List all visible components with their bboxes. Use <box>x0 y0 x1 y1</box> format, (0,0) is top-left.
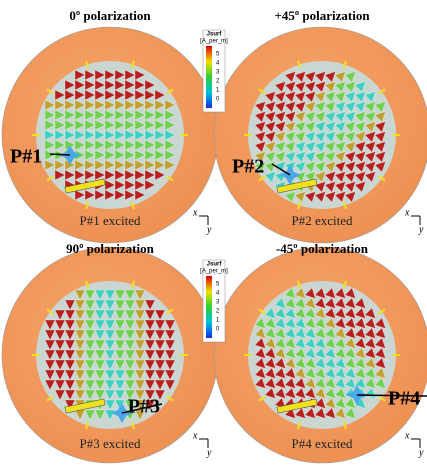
colorbar-title: Jsurf <box>207 32 223 38</box>
colorbar-unit: [A_per_m] <box>200 269 228 275</box>
panel: -45º polarization P#4 P#4 excited xy <box>214 241 427 463</box>
axis-y-label: y <box>206 447 212 458</box>
excited-label: P#1 excited <box>79 213 141 228</box>
axis-x-label: x <box>404 207 410 218</box>
panel-title: -45º polarization <box>276 241 369 256</box>
excited-label: P#2 excited <box>291 213 353 228</box>
panel-title: 90º polarization <box>66 241 154 256</box>
excited-label: P#4 excited <box>291 436 353 451</box>
axis-y-label: y <box>418 224 424 235</box>
panel: 0º polarization P#1 P#1 excited xy <box>2 8 218 243</box>
port-arrow <box>50 154 70 155</box>
panel-title: 0º polarization <box>69 8 151 23</box>
port-label: P#2 <box>232 156 264 178</box>
port-label: P#3 <box>128 396 160 418</box>
colorbar-scale <box>206 46 212 108</box>
port-label: P#1 <box>10 146 42 168</box>
port-label: P#4 <box>388 388 420 410</box>
axis-x-label: x <box>404 430 410 441</box>
colorbar-unit: [A_per_m] <box>200 39 228 45</box>
colorbar-scale <box>206 276 212 338</box>
axis-y-label: y <box>418 447 424 458</box>
axis-y-label: y <box>206 224 212 235</box>
panel: +45º polarization P#2 P#2 excited xy <box>214 8 427 243</box>
panel-title: +45º polarization <box>274 8 370 23</box>
colorbar-title: Jsurf <box>207 262 223 268</box>
axis-x-label: x <box>192 207 198 218</box>
port-arrow <box>357 395 427 396</box>
colorbar: Jsurf[A_per_m]543210 <box>200 260 228 342</box>
axis-x-label: x <box>192 430 198 441</box>
colorbar: Jsurf[A_per_m]543210 <box>200 30 228 112</box>
figure: 0º polarizationP#1P#1 excitedxy+45º pola… <box>0 0 427 473</box>
panel: 90º polarization P#3 P#3 excited xy <box>2 241 218 463</box>
excited-label: P#3 excited <box>79 436 141 451</box>
